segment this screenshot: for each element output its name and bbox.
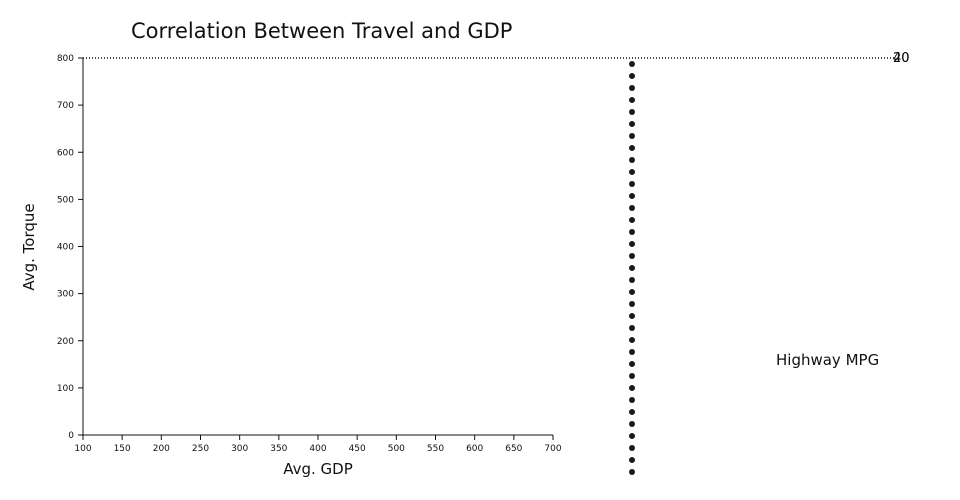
- x-tick-label: 550: [427, 444, 444, 454]
- y-tick-label: 800: [57, 54, 74, 64]
- dot-point: [629, 325, 635, 331]
- x-tick-label: 500: [388, 444, 405, 454]
- y-axis-label: Avg. Torque: [20, 203, 38, 290]
- x-axis: 100 150 200 250 300 350 400 450 500 550 600 650 700: [74, 434, 562, 454]
- dot-point: [629, 121, 635, 127]
- dot-point: [629, 445, 635, 451]
- dot-point: [629, 253, 635, 259]
- x-axis-label: Avg. GDP: [283, 460, 353, 478]
- dot-point: [629, 217, 635, 223]
- x-tick-label: 250: [192, 444, 209, 454]
- dot-point: [629, 61, 635, 67]
- x-tick-label: 400: [309, 444, 326, 454]
- dot-point: [629, 73, 635, 79]
- dot-point: [629, 277, 635, 283]
- dot-point: [629, 289, 635, 295]
- dot-point: [629, 229, 635, 235]
- x-tick-label: 600: [466, 444, 483, 454]
- dot-point: [629, 109, 635, 115]
- x-tick-label: 150: [114, 444, 131, 454]
- y-tick-label: 200: [57, 337, 74, 347]
- dot-point: [629, 169, 635, 175]
- dot-point: [629, 265, 635, 271]
- y-axis: 0 100 200 300 400 500 600 700 800: [57, 54, 84, 441]
- dot-point: [629, 241, 635, 247]
- x-tick-label: 100: [74, 444, 91, 454]
- dot-point: [629, 397, 635, 403]
- y-tick-label: 300: [57, 290, 74, 300]
- dot-point: [629, 301, 635, 307]
- y-tick-label: 500: [57, 195, 74, 205]
- dot-point: [629, 181, 635, 187]
- x-tick-label: 350: [270, 444, 287, 454]
- y-tick-label: 700: [57, 101, 74, 111]
- dot-point: [629, 145, 635, 151]
- dot-point: [629, 337, 635, 343]
- x-tick-label: 700: [544, 444, 561, 454]
- y-tick-label: 100: [57, 384, 74, 394]
- reference-label-40: 40: [893, 51, 910, 66]
- dot-point: [629, 409, 635, 415]
- y-tick-label: 0: [68, 431, 74, 441]
- dot-point: [629, 193, 635, 199]
- dot-point: [629, 373, 635, 379]
- y-tick-label: 600: [57, 148, 74, 158]
- y-tick-label: 400: [57, 243, 74, 253]
- x-tick-label: 200: [153, 444, 170, 454]
- dot-point: [629, 349, 635, 355]
- dot-point: [629, 313, 635, 319]
- dot-point: [629, 433, 635, 439]
- dot-point: [629, 361, 635, 367]
- dot-point: [629, 133, 635, 139]
- dot-point: [629, 421, 635, 427]
- x-tick-label: 650: [505, 444, 522, 454]
- dot-point: [629, 469, 635, 475]
- dot-column: [629, 61, 635, 475]
- reference-label-20: 20: [893, 51, 910, 66]
- x-tick-label: 450: [349, 444, 366, 454]
- dot-point: [629, 85, 635, 91]
- dot-point: [629, 457, 635, 463]
- dot-point: [629, 97, 635, 103]
- dot-point: [629, 205, 635, 211]
- legend-title: Highway MPG: [776, 351, 879, 369]
- dot-point: [629, 385, 635, 391]
- chart-title: Correlation Between Travel and GDP: [131, 19, 512, 43]
- x-tick-label: 300: [231, 444, 248, 454]
- dot-point: [629, 157, 635, 163]
